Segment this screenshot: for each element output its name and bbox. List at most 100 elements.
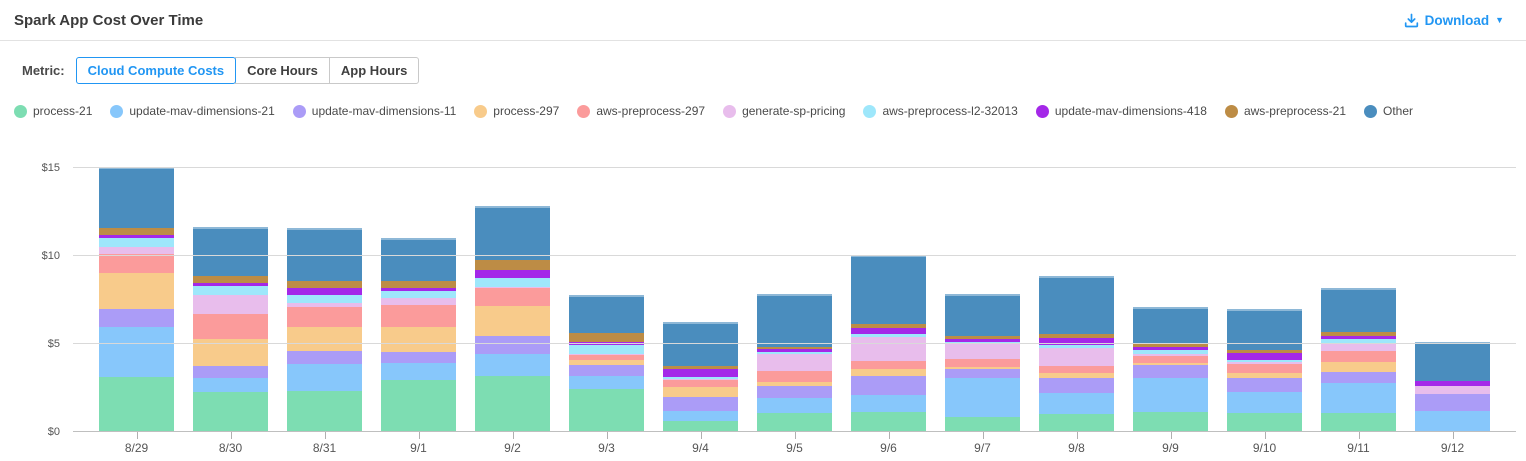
- bar-segment-other[interactable]: [663, 322, 738, 366]
- bar-segment-update-mav-dimensions-11[interactable]: [99, 309, 174, 327]
- bar-segment-update-mav-dimensions-11[interactable]: [193, 366, 268, 378]
- bar-segment-update-mav-dimensions-21[interactable]: [1133, 378, 1208, 412]
- bar-segment-other[interactable]: [1133, 307, 1208, 344]
- bar-segment-update-mav-dimensions-11[interactable]: [1133, 365, 1208, 378]
- legend-item-update-mav-dimensions-418[interactable]: update-mav-dimensions-418: [1035, 104, 1207, 118]
- bar-segment-aws-preprocess-21[interactable]: [1039, 334, 1114, 338]
- bar-segment-aws-preprocess-21[interactable]: [663, 366, 738, 369]
- bar-segment-update-mav-dimensions-11[interactable]: [663, 397, 738, 411]
- bar-segment-process-21[interactable]: [1039, 414, 1114, 431]
- bar-segment-aws-preprocess-l2-32013[interactable]: [1321, 339, 1396, 343]
- bar-segment-aws-preprocess-297[interactable]: [1227, 364, 1302, 373]
- bar-segment-generate-sp-pricing[interactable]: [1039, 348, 1114, 366]
- bar-segment-other[interactable]: [1415, 342, 1490, 381]
- bar-segment-update-mav-dimensions-418[interactable]: [663, 369, 738, 377]
- bar-segment-update-mav-dimensions-21[interactable]: [1415, 411, 1490, 431]
- bar-segment-other[interactable]: [193, 227, 268, 276]
- bar-segment-process-21[interactable]: [1133, 412, 1208, 431]
- bar-segment-update-mav-dimensions-418[interactable]: [1227, 353, 1302, 360]
- bar-segment-process-297[interactable]: [757, 382, 832, 386]
- legend-item-aws-preprocess-21[interactable]: aws-preprocess-21: [1224, 104, 1346, 118]
- bar-segment-aws-preprocess-21[interactable]: [757, 347, 832, 349]
- bar-segment-aws-preprocess-297[interactable]: [287, 307, 362, 327]
- bar-segment-generate-sp-pricing[interactable]: [1227, 362, 1302, 364]
- bar-segment-update-mav-dimensions-418[interactable]: [1415, 381, 1490, 386]
- bar-segment-update-mav-dimensions-418[interactable]: [1133, 347, 1208, 350]
- bar-segment-process-297[interactable]: [287, 327, 362, 351]
- bar-segment-update-mav-dimensions-418[interactable]: [475, 270, 550, 278]
- bar-segment-other[interactable]: [1039, 276, 1114, 334]
- bar-segment-process-297[interactable]: [381, 327, 456, 352]
- bar-segment-update-mav-dimensions-11[interactable]: [381, 352, 456, 363]
- bar-segment-aws-preprocess-297[interactable]: [99, 254, 174, 273]
- bar-segment-aws-preprocess-297[interactable]: [381, 305, 456, 327]
- bar-segment-aws-preprocess-21[interactable]: [569, 333, 644, 342]
- bar-segment-process-297[interactable]: [663, 387, 738, 397]
- bar-segment-aws-preprocess-21[interactable]: [945, 336, 1020, 339]
- bar-segment-aws-preprocess-21[interactable]: [381, 281, 456, 288]
- bar-segment-aws-preprocess-l2-32013[interactable]: [99, 238, 174, 247]
- legend-item-process-297[interactable]: process-297: [474, 104, 559, 118]
- bar-segment-other[interactable]: [475, 206, 550, 260]
- bar-segment-aws-preprocess-l2-32013[interactable]: [193, 286, 268, 295]
- bar-segment-update-mav-dimensions-21[interactable]: [193, 378, 268, 392]
- legend-item-update-mav-dimensions-21[interactable]: update-mav-dimensions-21: [110, 104, 275, 118]
- bar-segment-update-mav-dimensions-418[interactable]: [851, 328, 926, 334]
- bar-segment-aws-preprocess-21[interactable]: [287, 281, 362, 288]
- bar-segment-process-21[interactable]: [1227, 413, 1302, 431]
- bar-segment-update-mav-dimensions-11[interactable]: [569, 365, 644, 376]
- bar-segment-update-mav-dimensions-418[interactable]: [193, 283, 268, 286]
- bar-segment-update-mav-dimensions-11[interactable]: [757, 386, 832, 398]
- bar-segment-aws-preprocess-297[interactable]: [569, 355, 644, 360]
- bar-segment-process-21[interactable]: [193, 392, 268, 431]
- bar-segment-update-mav-dimensions-21[interactable]: [663, 411, 738, 421]
- download-button[interactable]: Download ▼: [1398, 12, 1510, 29]
- bar-segment-aws-preprocess-297[interactable]: [757, 371, 832, 382]
- bar-segment-generate-sp-pricing[interactable]: [569, 354, 644, 355]
- legend-item-update-mav-dimensions-11[interactable]: update-mav-dimensions-11: [292, 104, 456, 118]
- bar-segment-update-mav-dimensions-21[interactable]: [99, 327, 174, 377]
- bar-segment-generate-sp-pricing[interactable]: [287, 303, 362, 307]
- bar-segment-aws-preprocess-297[interactable]: [1039, 366, 1114, 373]
- bar-segment-process-297[interactable]: [945, 367, 1020, 369]
- legend-item-aws-preprocess-297[interactable]: aws-preprocess-297: [577, 104, 705, 118]
- bar-segment-aws-preprocess-21[interactable]: [1133, 344, 1208, 347]
- metric-tab-core-hours[interactable]: Core Hours: [235, 57, 330, 84]
- bar-segment-aws-preprocess-l2-32013[interactable]: [851, 334, 926, 337]
- bar-segment-update-mav-dimensions-11[interactable]: [1039, 378, 1114, 393]
- bar-segment-update-mav-dimensions-418[interactable]: [381, 288, 456, 291]
- bar-segment-other[interactable]: [851, 255, 926, 324]
- bar-segment-process-21[interactable]: [287, 391, 362, 431]
- bar-segment-aws-preprocess-21[interactable]: [851, 324, 926, 328]
- bar-segment-aws-preprocess-297[interactable]: [475, 288, 550, 306]
- bar-segment-update-mav-dimensions-21[interactable]: [569, 376, 644, 389]
- bar-segment-process-21[interactable]: [1321, 413, 1396, 431]
- bar-segment-aws-preprocess-l2-32013[interactable]: [1133, 350, 1208, 354]
- bar-segment-update-mav-dimensions-11[interactable]: [1321, 372, 1396, 383]
- bar-segment-update-mav-dimensions-21[interactable]: [945, 378, 1020, 417]
- bar-segment-other[interactable]: [1321, 288, 1396, 332]
- bar-segment-aws-preprocess-l2-32013[interactable]: [1039, 345, 1114, 348]
- bar-segment-update-mav-dimensions-418[interactable]: [99, 235, 174, 238]
- bar-segment-update-mav-dimensions-21[interactable]: [475, 354, 550, 376]
- bar-segment-generate-sp-pricing[interactable]: [99, 247, 174, 254]
- bar-segment-process-297[interactable]: [99, 273, 174, 309]
- bar-segment-update-mav-dimensions-418[interactable]: [1039, 338, 1114, 345]
- bar-segment-generate-sp-pricing[interactable]: [193, 295, 268, 314]
- bar-segment-generate-sp-pricing[interactable]: [381, 298, 456, 305]
- bar-segment-update-mav-dimensions-21[interactable]: [851, 395, 926, 412]
- bar-segment-update-mav-dimensions-21[interactable]: [1227, 392, 1302, 413]
- metric-tab-app-hours[interactable]: App Hours: [328, 57, 420, 84]
- bar-segment-update-mav-dimensions-11[interactable]: [945, 369, 1020, 378]
- bar-segment-update-mav-dimensions-21[interactable]: [1321, 383, 1396, 413]
- bar-segment-aws-preprocess-l2-32013[interactable]: [569, 345, 644, 354]
- bar-segment-aws-preprocess-l2-32013[interactable]: [475, 278, 550, 287]
- bar-segment-aws-preprocess-297[interactable]: [851, 361, 926, 369]
- legend-item-aws-preprocess-l2-32013[interactable]: aws-preprocess-l2-32013: [863, 104, 1018, 118]
- bar-segment-update-mav-dimensions-418[interactable]: [945, 339, 1020, 342]
- bar-segment-process-21[interactable]: [381, 380, 456, 431]
- bar-segment-aws-preprocess-l2-32013[interactable]: [287, 295, 362, 303]
- bar-segment-other[interactable]: [381, 238, 456, 281]
- bar-segment-update-mav-dimensions-418[interactable]: [287, 288, 362, 295]
- bar-segment-update-mav-dimensions-418[interactable]: [1321, 336, 1396, 339]
